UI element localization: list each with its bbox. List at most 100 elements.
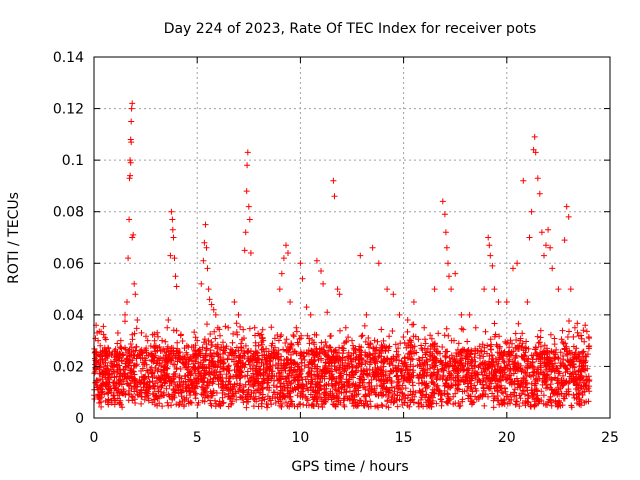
data-point [437,357,444,364]
data-point [154,359,161,366]
data-point [137,389,144,396]
data-point [562,369,569,376]
y-tick-label: 0 [75,411,84,427]
data-point [176,378,183,385]
data-point [438,361,445,367]
data-point [339,365,346,372]
data-point [506,344,513,351]
data-point [303,304,310,311]
data-point [242,342,249,349]
data-point [437,396,444,402]
data-point [131,362,138,369]
data-point [111,358,118,365]
data-point [465,346,472,353]
data-point [168,393,175,400]
data-point [566,373,573,380]
data-point [104,381,111,388]
data-point [240,389,247,396]
data-point [390,353,397,360]
data-point [367,340,374,347]
data-point [566,347,573,354]
data-point [248,348,254,354]
data-point [177,366,184,372]
data-point [491,320,498,327]
data-point [161,372,168,379]
data-point [560,353,566,359]
data-point [481,391,487,397]
data-point [378,367,385,374]
data-point [577,379,584,386]
data-point [543,381,550,388]
data-point [160,367,167,374]
data-point [472,368,478,374]
data-point [284,373,291,380]
data-point [508,372,515,379]
data-point [492,369,499,376]
data-point [293,324,300,331]
data-point [180,403,187,410]
data-point [571,353,578,360]
data-point [422,349,429,356]
data-point [415,400,422,407]
data-point [508,396,515,403]
data-point [237,394,243,401]
data-point [465,392,472,399]
data-point [510,348,517,355]
data-point [354,402,361,408]
data-point [445,260,451,267]
data-point [282,340,289,346]
data-point [111,348,118,354]
data-point [564,334,571,340]
data-point [521,352,528,359]
data-point [323,342,330,349]
data-point [325,347,332,354]
data-point [548,348,555,355]
data-point [102,359,109,366]
data-point [326,356,333,363]
data-point [305,387,312,394]
data-point [338,389,345,396]
data-point [225,390,232,397]
data-point [96,366,103,373]
data-point [538,229,545,236]
data-point [314,376,321,382]
data-point [428,393,435,400]
data-point [188,378,195,385]
data-point [276,286,283,293]
data-point [210,358,216,364]
data-point [161,364,168,371]
data-point [278,332,285,338]
data-point [294,392,301,399]
data-point [279,400,285,407]
data-point [428,403,435,410]
data-point [269,368,276,375]
data-point [383,377,390,384]
data-point [129,331,136,338]
data-point [555,286,562,293]
data-point [141,347,148,354]
data-point [349,364,356,371]
data-point [283,242,289,249]
data-point [464,383,471,390]
data-point [562,364,569,370]
data-point [96,396,103,402]
data-point [157,355,164,362]
data-point [105,376,112,383]
data-point [164,324,171,331]
data-point [295,373,302,380]
data-point [464,338,471,345]
data-point [515,320,522,327]
data-point [349,369,355,376]
data-point [429,386,436,393]
data-point [296,336,303,342]
data-point [237,344,244,351]
data-point [458,357,464,364]
data-point [543,373,550,379]
data-point [479,371,486,378]
data-point [554,380,561,387]
data-point [201,336,208,343]
data-point [280,346,287,353]
data-point [331,193,338,200]
data-point [93,382,100,389]
data-point [192,334,199,341]
